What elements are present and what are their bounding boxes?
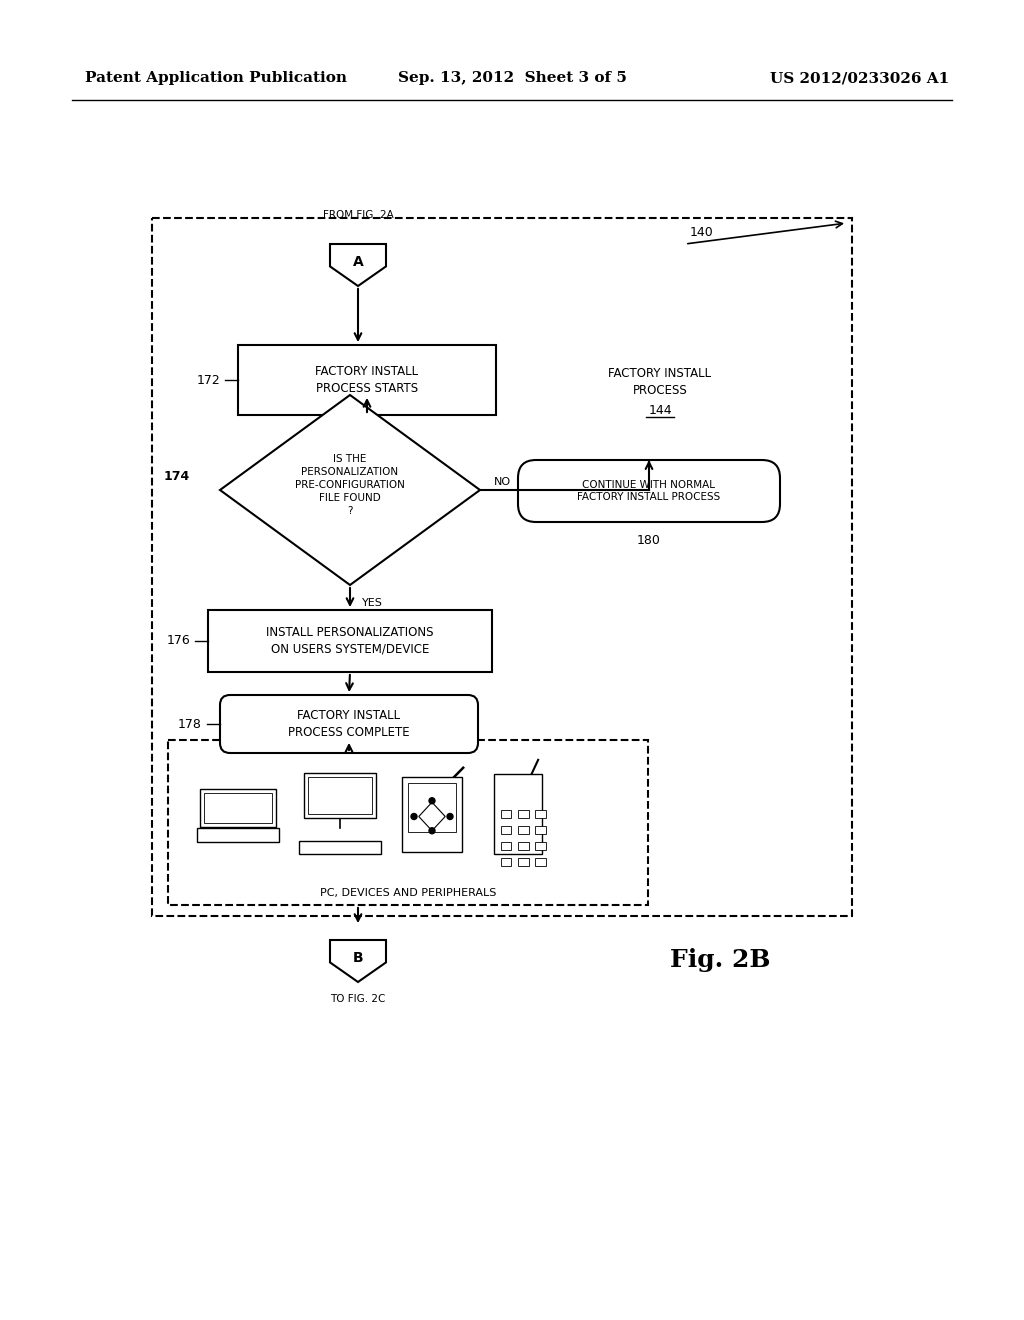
Bar — [536, 842, 546, 850]
Bar — [299, 841, 381, 854]
Bar — [501, 810, 511, 818]
FancyBboxPatch shape — [518, 459, 780, 521]
Polygon shape — [220, 395, 480, 585]
Text: 140: 140 — [690, 226, 714, 239]
Circle shape — [429, 828, 435, 834]
Text: FROM FIG. 2A: FROM FIG. 2A — [323, 210, 393, 220]
Polygon shape — [330, 244, 386, 286]
Polygon shape — [330, 940, 386, 982]
Text: FACTORY INSTALL
PROCESS COMPLETE: FACTORY INSTALL PROCESS COMPLETE — [288, 709, 410, 739]
Text: 180: 180 — [637, 533, 660, 546]
Text: Sep. 13, 2012  Sheet 3 of 5: Sep. 13, 2012 Sheet 3 of 5 — [397, 71, 627, 84]
FancyBboxPatch shape — [220, 696, 478, 752]
Text: INSTALL PERSONALIZATIONS
ON USERS SYSTEM/DEVICE: INSTALL PERSONALIZATIONS ON USERS SYSTEM… — [266, 626, 434, 656]
Text: 144: 144 — [648, 404, 672, 417]
Bar — [201, 789, 275, 826]
Text: NO: NO — [494, 477, 511, 487]
Text: A: A — [352, 255, 364, 269]
Text: US 2012/0233026 A1: US 2012/0233026 A1 — [770, 71, 949, 84]
Text: B: B — [352, 952, 364, 965]
Bar — [204, 793, 271, 822]
Text: Patent Application Publication: Patent Application Publication — [85, 71, 347, 84]
Text: 178: 178 — [178, 718, 202, 730]
Text: 174: 174 — [164, 470, 190, 483]
Bar — [152, 218, 852, 916]
Text: PC, DEVICES AND PERIPHERALS: PC, DEVICES AND PERIPHERALS — [319, 888, 497, 898]
Bar — [518, 858, 528, 866]
Text: 176: 176 — [166, 635, 190, 648]
Text: Fig. 2B: Fig. 2B — [670, 948, 770, 972]
Bar — [501, 826, 511, 834]
Bar — [208, 610, 492, 672]
Bar — [494, 775, 542, 854]
Bar — [238, 345, 496, 414]
Bar — [518, 842, 528, 850]
Bar — [536, 858, 546, 866]
Bar — [402, 776, 462, 851]
Text: FACTORY INSTALL
PROCESS STARTS: FACTORY INSTALL PROCESS STARTS — [315, 366, 419, 395]
Bar — [408, 783, 456, 832]
Bar — [518, 810, 528, 818]
Text: 172: 172 — [197, 374, 220, 387]
Circle shape — [447, 813, 453, 820]
Bar — [536, 810, 546, 818]
Bar — [501, 858, 511, 866]
Bar — [304, 774, 376, 817]
Text: CONTINUE WITH NORMAL
FACTORY INSTALL PROCESS: CONTINUE WITH NORMAL FACTORY INSTALL PRO… — [578, 479, 721, 503]
Text: IS THE
PERSONALIZATION
PRE-CONFIGURATION
FILE FOUND
?: IS THE PERSONALIZATION PRE-CONFIGURATION… — [295, 454, 404, 516]
Circle shape — [429, 797, 435, 804]
Text: TO FIG. 2C: TO FIG. 2C — [331, 994, 386, 1005]
Circle shape — [411, 813, 417, 820]
Text: YES: YES — [362, 598, 383, 609]
Bar — [536, 826, 546, 834]
Bar — [168, 741, 648, 906]
Polygon shape — [419, 803, 445, 830]
Bar — [308, 777, 372, 813]
Text: FACTORY INSTALL
PROCESS: FACTORY INSTALL PROCESS — [608, 367, 712, 397]
Bar — [518, 826, 528, 834]
Bar — [197, 828, 279, 842]
Bar — [501, 842, 511, 850]
